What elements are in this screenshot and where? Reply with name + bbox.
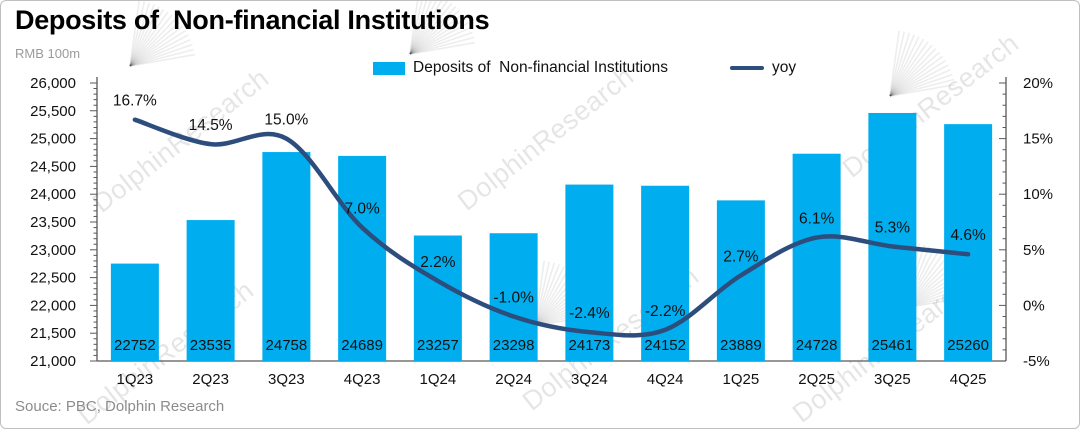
bar-value-label: 25461 [872,337,914,354]
legend-item-deposits: Deposits of Non-financial Institutions [373,59,668,77]
bar-value-label: 23298 [493,337,535,354]
bar-value-label: 25260 [947,337,989,354]
x-axis-label: 3Q24 [571,371,608,388]
x-axis-label: 1Q25 [723,371,760,388]
left-axis-tick-label: 24,000 [30,186,76,203]
legend-bar-label: Deposits of Non-financial Institutions [413,59,669,76]
x-axis-label: 4Q25 [950,371,987,388]
left-axis-tick-label: 23,000 [30,242,76,259]
bar-value-label: 22752 [114,337,156,354]
yoy-value-label: 4.6% [950,227,986,244]
yoy-line [132,117,971,338]
right-axis-tick-label: 5% [1023,242,1045,259]
right-axis-tick-label: 0% [1023,297,1045,314]
yoy-value-label: 14.5% [189,117,233,134]
bar-3q25 [868,112,917,361]
yoy-value-label: 6.1% [799,211,835,228]
left-axis-tick-label: 24,500 [30,158,76,175]
legend-line-swatch-icon [730,66,765,70]
bar-2q25 [792,153,841,361]
left-axis-tick-label: 23,500 [30,214,76,231]
bar-1q25 [716,200,765,361]
bar-2q24 [489,233,538,361]
source-note: Souce: PBC, Dolphin Research [15,398,225,415]
legend: Deposits of Non-financial Institutions y… [373,59,796,77]
bar-1q23 [110,263,159,361]
right-axis-tick-label: 15% [1023,131,1053,148]
x-axis-label: 2Q24 [495,371,532,388]
yoy-value-label: 16.7% [113,93,157,110]
bar-value-label: 23889 [720,337,762,354]
bar-4q25 [944,124,993,361]
bar-value-label: 24689 [341,337,383,354]
bar-value-label: 24152 [644,337,686,354]
yoy-value-label: 7.0% [344,201,380,218]
right-axis-tick-label: 20% [1023,75,1053,92]
left-axis-tick-label: 21,000 [30,353,76,370]
bar-value-label: 23535 [190,337,232,354]
axis-unit-label: RMB 100m [15,46,81,61]
left-axis-tick-label: 21,500 [30,325,76,342]
legend-bar-swatch-icon [373,61,405,75]
x-axis-label: 2Q25 [798,371,835,388]
bar-2q23 [186,220,235,361]
yoy-value-label: -2.4% [569,305,610,322]
yoy-value-label: 5.3% [875,219,911,236]
yoy-value-label: -2.2% [645,303,686,320]
yoy-value-label: 2.2% [420,254,456,271]
x-axis-label: 3Q25 [874,371,911,388]
left-axis-tick-label: 22,000 [30,297,76,314]
yoy-value-label: -1.0% [493,290,534,307]
x-axis-label: 1Q23 [117,371,154,388]
left-axis-tick-label: 26,000 [30,75,76,92]
x-axis-label: 3Q23 [268,371,305,388]
bar-3q23 [262,152,311,361]
left-axis-tick-label: 25,500 [30,103,76,120]
x-axis-label: 2Q23 [192,371,229,388]
yoy-value-label: 2.7% [723,248,759,265]
left-axis-tick-label: 22,500 [30,270,76,287]
yoy-value-label: 15.0% [264,112,308,129]
bar-value-label: 24758 [266,337,308,354]
right-axis-tick-label: -5% [1023,353,1050,370]
bar-value-label: 23257 [417,337,459,354]
x-axis-label: 1Q24 [420,371,457,388]
x-axis-label: 4Q24 [647,371,684,388]
legend-item-yoy: yoy [730,59,796,77]
bar-4q23 [338,155,387,361]
bar-value-label: 24728 [796,337,838,354]
page-title: Deposits of Non-financial Institutions [15,5,490,35]
legend-line-label: yoy [772,59,797,76]
right-axis-tick-label: 10% [1023,186,1053,203]
x-axis-label: 4Q23 [344,371,381,388]
bar-1q24 [413,235,462,361]
left-axis-tick-label: 25,000 [30,131,76,148]
bar-value-label: 24173 [569,337,611,354]
